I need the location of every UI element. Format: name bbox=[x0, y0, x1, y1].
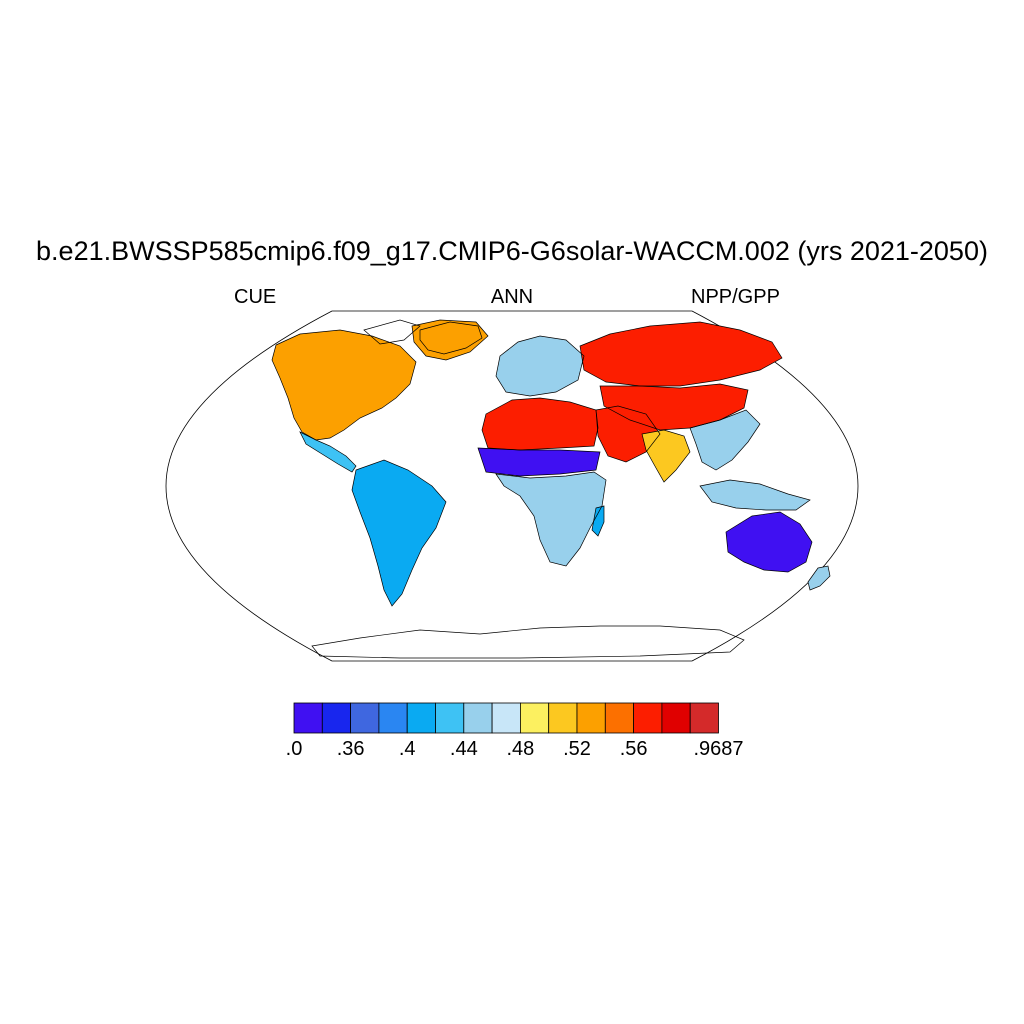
land-fill bbox=[272, 320, 830, 606]
colorbar-tick-label: .9687 bbox=[693, 738, 744, 760]
map-boundary bbox=[165, 310, 859, 662]
units-label: NPP/GPP bbox=[691, 286, 780, 308]
colorbar-box-10 bbox=[576, 702, 606, 734]
region-europe bbox=[496, 336, 584, 396]
coastlines bbox=[271, 319, 831, 659]
colorbar-tick-label: .0 bbox=[285, 738, 303, 760]
region-indonesia bbox=[700, 480, 810, 510]
region-russia-siberia bbox=[580, 322, 782, 386]
season-label: ANN bbox=[490, 286, 534, 308]
colorbar-box-0 bbox=[293, 702, 323, 734]
region-central-asia bbox=[600, 384, 748, 430]
coastline-madagascar bbox=[591, 505, 605, 537]
colorbar-box-3 bbox=[378, 702, 408, 734]
colorbar-box-2 bbox=[350, 702, 380, 734]
coastline-central-southern-africa bbox=[495, 471, 607, 567]
colorbar-box-5 bbox=[435, 702, 465, 734]
coastline-antarctica bbox=[311, 625, 745, 659]
coastline-india bbox=[641, 429, 691, 483]
colorbar-box-14 bbox=[689, 702, 719, 734]
region-new-zealand bbox=[808, 566, 830, 590]
colorbar-tick-label: .44 bbox=[449, 738, 478, 760]
colorbar-box-7 bbox=[491, 702, 521, 734]
coastline-central-america bbox=[299, 431, 357, 473]
colorbar-box-6 bbox=[463, 702, 493, 734]
coastline-indonesia bbox=[699, 479, 811, 511]
coastline-south-east-asia bbox=[689, 409, 761, 471]
coastline-greenland-interior bbox=[419, 321, 483, 355]
coastline-australia bbox=[725, 511, 813, 573]
colorbar-box-9 bbox=[548, 702, 578, 734]
region-central-america bbox=[300, 432, 356, 472]
coastline-arctic-islands bbox=[363, 319, 421, 345]
region-greenland-coast bbox=[412, 320, 488, 360]
region-south-america bbox=[352, 460, 446, 606]
region-north-america bbox=[272, 330, 416, 440]
colorbar-box-8 bbox=[520, 702, 550, 734]
coastline-sahel-band bbox=[477, 447, 601, 477]
colorbar-box-12 bbox=[633, 702, 663, 734]
coastline-south-america bbox=[351, 459, 447, 607]
colorbar-box-13 bbox=[661, 702, 691, 734]
colorbar-tick-label: .4 bbox=[398, 738, 416, 760]
colorbar-box-4 bbox=[406, 702, 436, 734]
coastline-central-asia bbox=[599, 383, 749, 431]
region-australia bbox=[726, 512, 812, 572]
coastline-new-zealand bbox=[807, 565, 831, 591]
variable-label: CUE bbox=[234, 286, 277, 308]
coastline-europe bbox=[495, 335, 585, 397]
region-central-southern-africa bbox=[496, 472, 606, 566]
region-south-east-asia bbox=[690, 410, 760, 470]
page-title: b.e21.BWSSP585cmip6.f09_g17.CMIP6-G6sola… bbox=[36, 236, 988, 266]
colorbar-box-11 bbox=[604, 702, 634, 734]
colorbar-tick-label: .52 bbox=[563, 738, 591, 760]
coastline-greenland-coast bbox=[411, 319, 489, 361]
coastline-north-africa-sahara bbox=[481, 397, 599, 451]
region-india bbox=[642, 430, 690, 482]
colorbar-tick-label: .48 bbox=[506, 738, 535, 760]
colorbar-tick-label: .56 bbox=[619, 738, 648, 760]
coastline-arabia bbox=[595, 405, 661, 463]
region-north-africa-sahara bbox=[482, 398, 598, 450]
colorbar-tick-label: .36 bbox=[336, 738, 365, 760]
coastline-north-america bbox=[271, 329, 417, 441]
colorbar-box-1 bbox=[321, 702, 351, 734]
region-sahel-band bbox=[478, 448, 600, 476]
coastline-russia-siberia bbox=[579, 321, 783, 387]
